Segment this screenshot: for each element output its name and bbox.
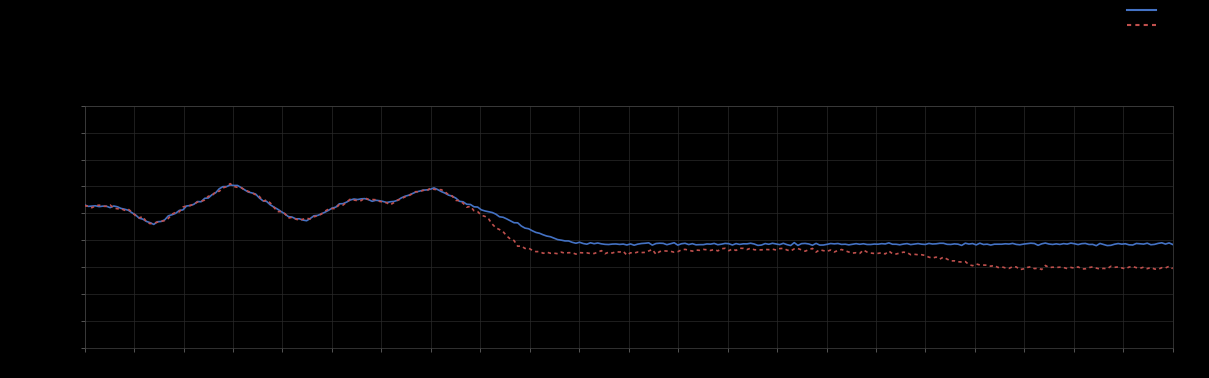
Legend: , : ,	[1123, 2, 1168, 34]
